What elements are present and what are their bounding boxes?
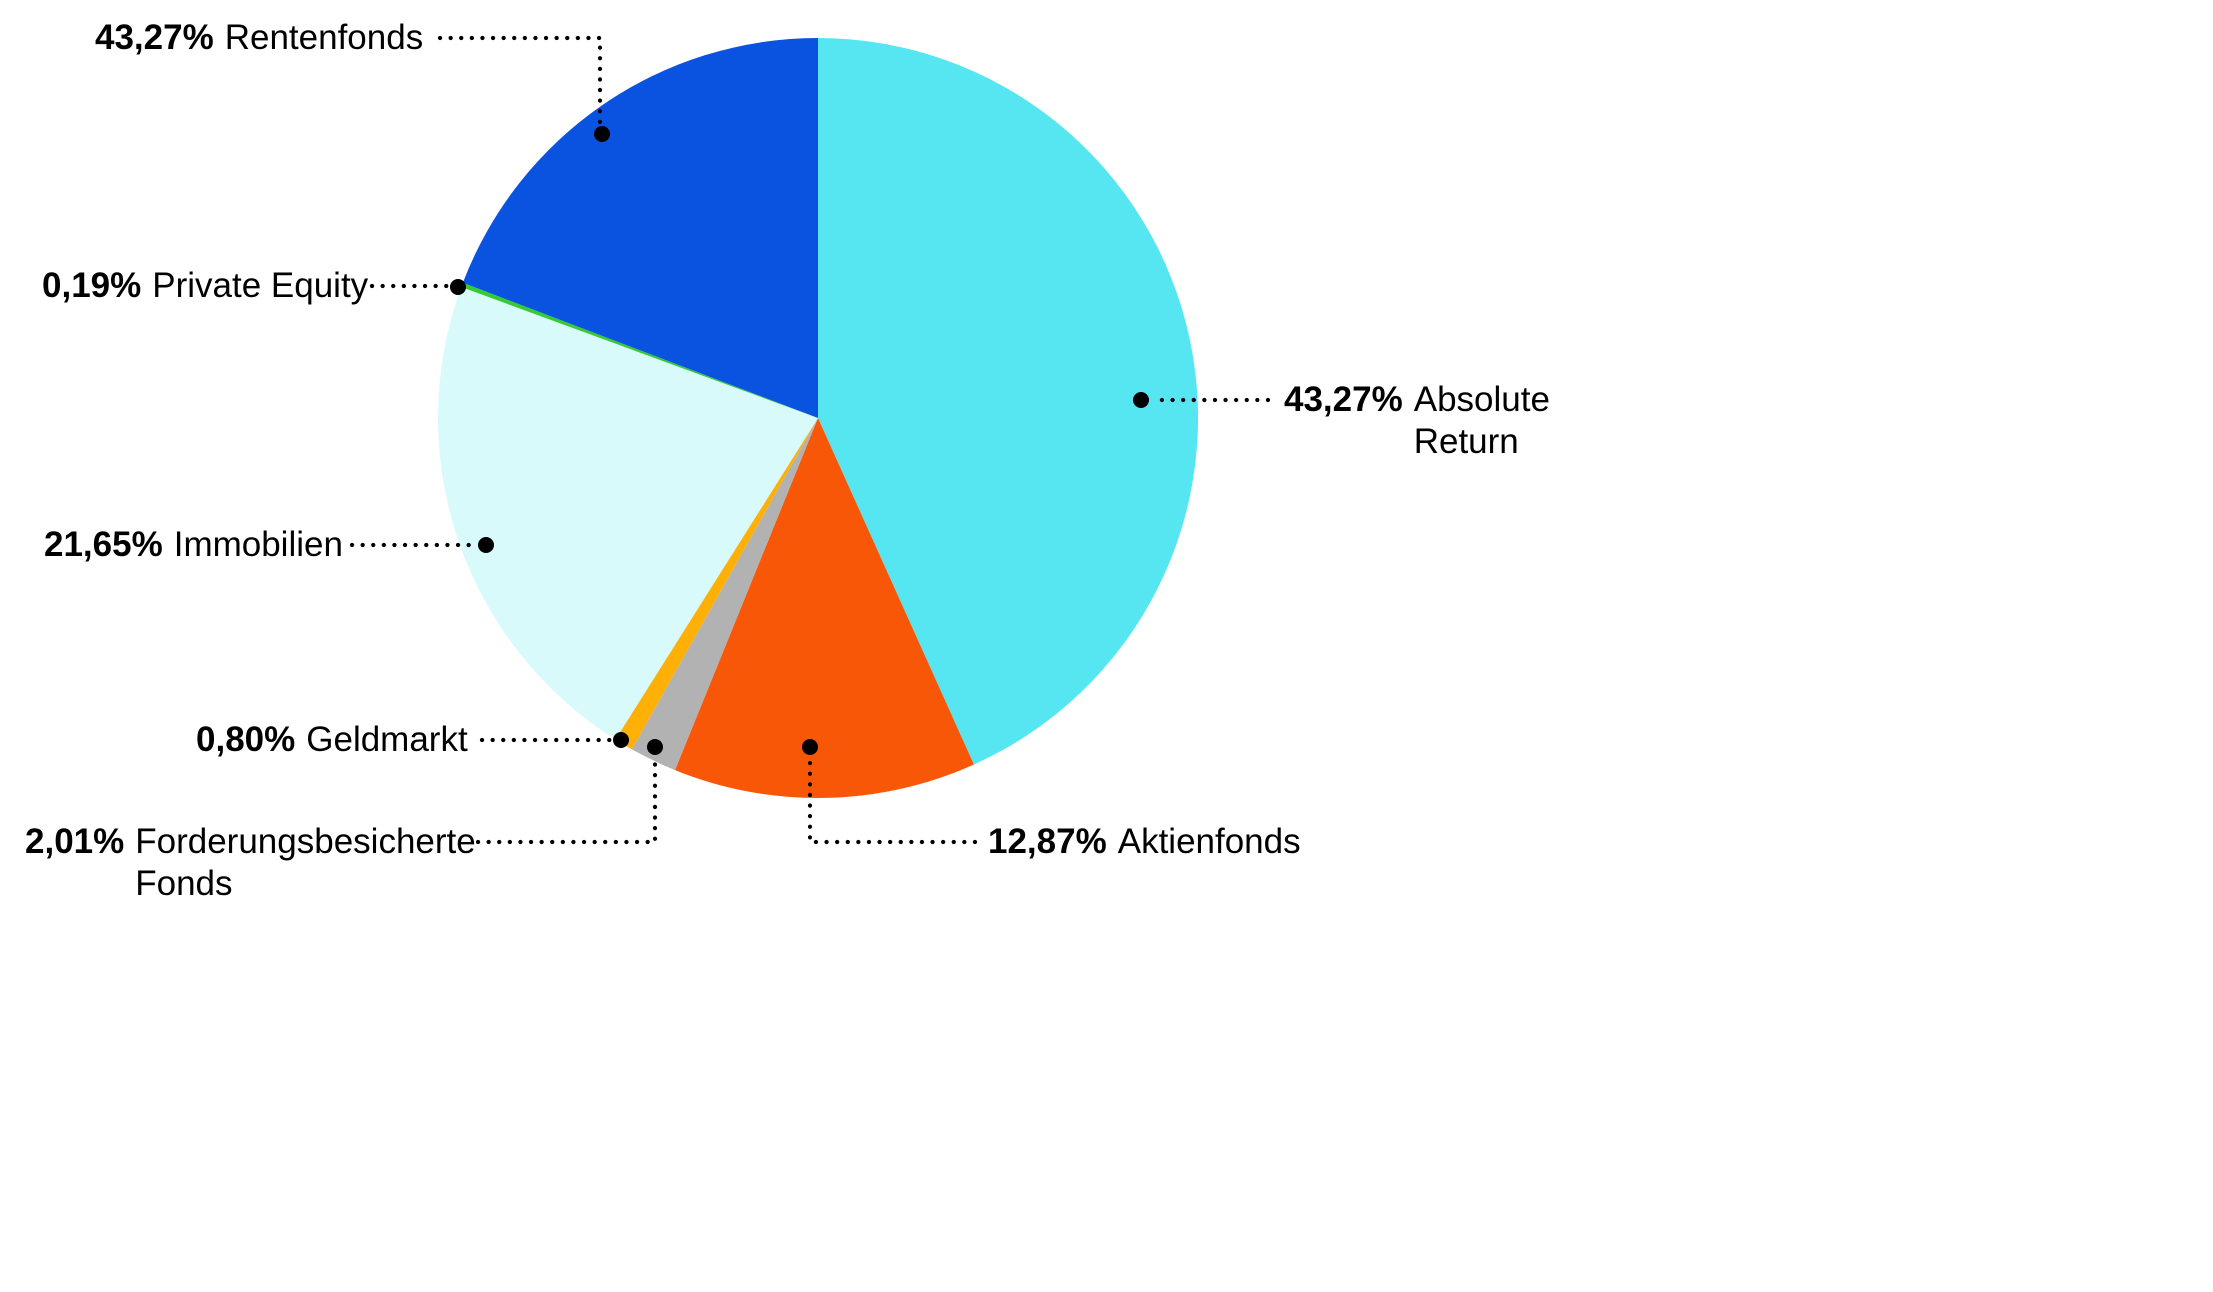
anchor-dot-absolute-return bbox=[1133, 392, 1149, 408]
label-rentenfonds: 43,27% Rentenfonds bbox=[95, 17, 423, 59]
leader-aktienfonds bbox=[807, 755, 978, 845]
label-absolute-return-percent: 43,27% bbox=[1284, 380, 1403, 419]
label-immobilien-name: Immobilien bbox=[173, 525, 343, 564]
label-absolute-return-name: Absolute Return bbox=[1413, 380, 1550, 461]
pie-slice-geldmarkt bbox=[615, 418, 818, 750]
anchor-dot-forderungsbesicherte-fonds bbox=[647, 739, 663, 755]
anchor-dot-immobilien bbox=[478, 537, 494, 553]
pie-slice-aktienfonds bbox=[675, 418, 974, 798]
label-aktienfonds: 12,87% Aktienfonds bbox=[988, 821, 1301, 863]
label-immobilien-percent: 21,65% bbox=[44, 525, 163, 564]
label-forderungsbesicherte-fonds-name: Forderungsbesicherte Fonds bbox=[135, 822, 476, 903]
label-private-equity: 0,19% Private Equity bbox=[42, 265, 368, 307]
label-aktienfonds-name: Aktienfonds bbox=[1117, 822, 1301, 861]
label-geldmarkt-name: Geldmarkt bbox=[306, 720, 468, 759]
label-aktienfonds-percent: 12,87% bbox=[988, 822, 1107, 861]
label-geldmarkt-percent: 0,80% bbox=[196, 720, 296, 759]
leader-rentenfonds bbox=[437, 35, 603, 130]
pie-slice-forderungsbesicherte-fonds bbox=[631, 418, 818, 771]
label-rentenfonds-percent: 43,27% bbox=[95, 18, 214, 57]
label-absolute-return: 43,27% Absolute Return bbox=[1284, 379, 1576, 463]
anchor-dot-rentenfonds bbox=[594, 126, 610, 142]
anchor-dot-aktienfonds bbox=[802, 739, 818, 755]
pie-slice-absolute-return bbox=[818, 38, 1199, 765]
leader-forderungsbesicherte-fonds bbox=[475, 755, 658, 845]
anchor-dot-private-equity bbox=[450, 279, 466, 295]
label-immobilien: 21,65% Immobilien bbox=[44, 524, 343, 566]
label-geldmarkt: 0,80% Geldmarkt bbox=[196, 719, 468, 761]
label-forderungsbesicherte-fonds-percent: 2,01% bbox=[25, 822, 125, 861]
pie-slice-rentenfonds bbox=[462, 38, 818, 418]
label-private-equity-name: Private Equity bbox=[152, 266, 369, 305]
pie-chart bbox=[438, 38, 1199, 798]
label-rentenfonds-name: Rentenfonds bbox=[224, 18, 424, 57]
pie-slice-private-equity bbox=[461, 282, 818, 418]
anchor-dot-geldmarkt bbox=[613, 732, 629, 748]
pie-slice-immobilien bbox=[438, 287, 818, 740]
label-forderungsbesicherte-fonds: 2,01% Forderungsbesicherte Fonds bbox=[25, 821, 515, 905]
label-private-equity-percent: 0,19% bbox=[42, 266, 142, 305]
